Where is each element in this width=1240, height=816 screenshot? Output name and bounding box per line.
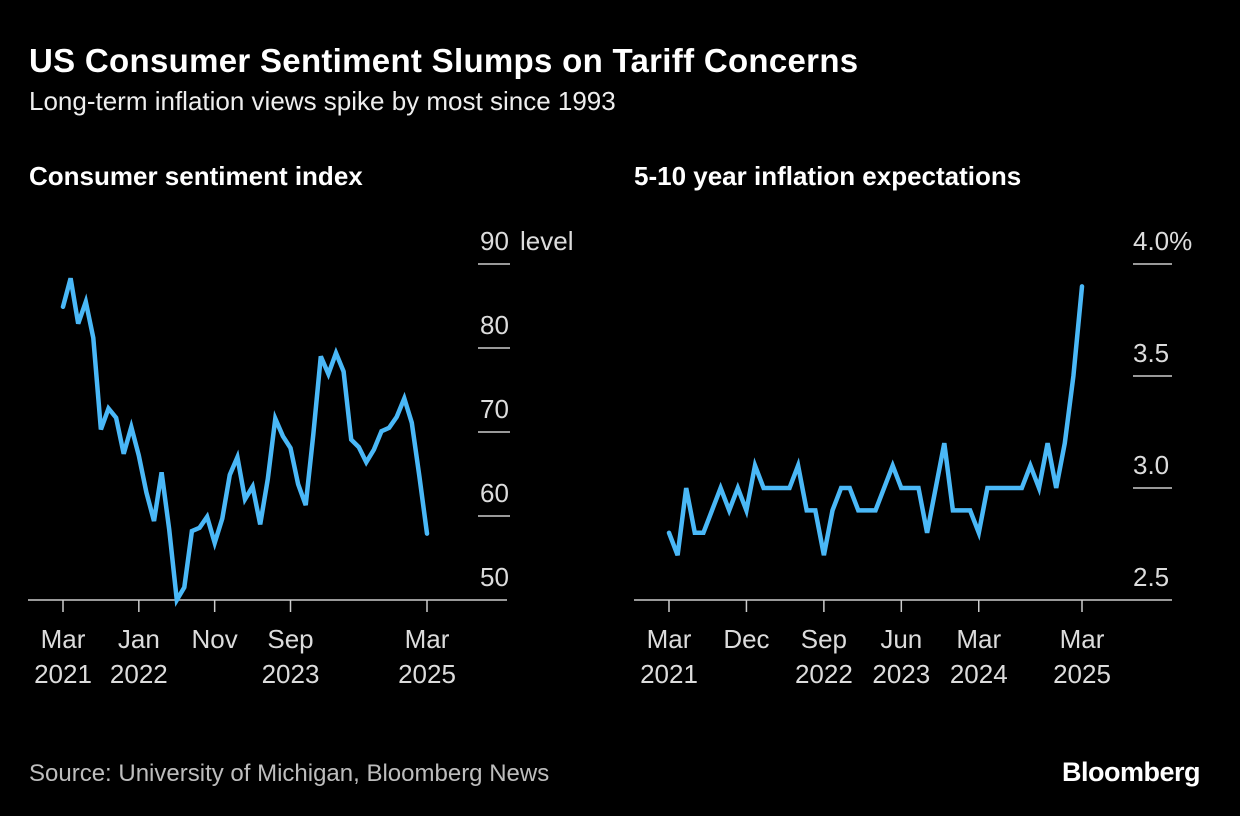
x-tick-label-year: 2025: [398, 659, 456, 689]
y-tick-label: 90: [480, 226, 509, 256]
y-tick-label: 3.0: [1133, 450, 1169, 480]
y-tick-label: 50: [480, 562, 509, 592]
y-tick-label: 80: [480, 310, 509, 340]
inflation-series-line: [666, 284, 1085, 557]
x-tick-label-year: 2023: [872, 659, 930, 689]
chart-subtitle: Long-term inflation views spike by most …: [29, 86, 616, 116]
x-tick-label: Jun: [880, 624, 922, 654]
y-tick-label: 3.5: [1133, 338, 1169, 368]
x-tick-label: Sep: [267, 624, 313, 654]
x-tick-label-year: 2021: [640, 659, 698, 689]
bloomberg-logo: Bloomberg: [1061, 757, 1201, 787]
x-tick-label-year: 2024: [950, 659, 1008, 689]
x-tick-label: Jan: [118, 624, 160, 654]
x-tick-label: Dec: [723, 624, 769, 654]
x-tick-label-year: 2022: [110, 659, 168, 689]
x-tick-label-year: 2022: [795, 659, 853, 689]
y-unit-label: level: [520, 226, 573, 256]
x-tick-label: Mar: [41, 624, 86, 654]
sentiment-series-line: [60, 277, 430, 607]
x-tick-label: Mar: [956, 624, 1001, 654]
y-tick-label: 2.5: [1133, 562, 1169, 592]
x-tick-label: Nov: [192, 624, 238, 654]
x-tick-label: Mar: [405, 624, 450, 654]
chart-title: US Consumer Sentiment Slumps on Tariff C…: [29, 42, 859, 79]
panel-title-inflation: 5-10 year inflation expectations: [634, 161, 1022, 191]
y-tick-label: 60: [480, 478, 509, 508]
x-tick-label: Mar: [647, 624, 692, 654]
source-note: Source: University of Michigan, Bloomber…: [29, 760, 550, 787]
x-tick-label-year: 2023: [262, 659, 320, 689]
x-tick-label: Sep: [801, 624, 847, 654]
x-tick-label-year: 2025: [1053, 659, 1111, 689]
x-tick-label: Mar: [1060, 624, 1105, 654]
y-tick-label: 70: [480, 394, 509, 424]
x-tick-label-year: 2021: [34, 659, 92, 689]
panel-title-sentiment: Consumer sentiment index: [29, 161, 363, 191]
y-tick-label: 4.0%: [1133, 226, 1192, 256]
